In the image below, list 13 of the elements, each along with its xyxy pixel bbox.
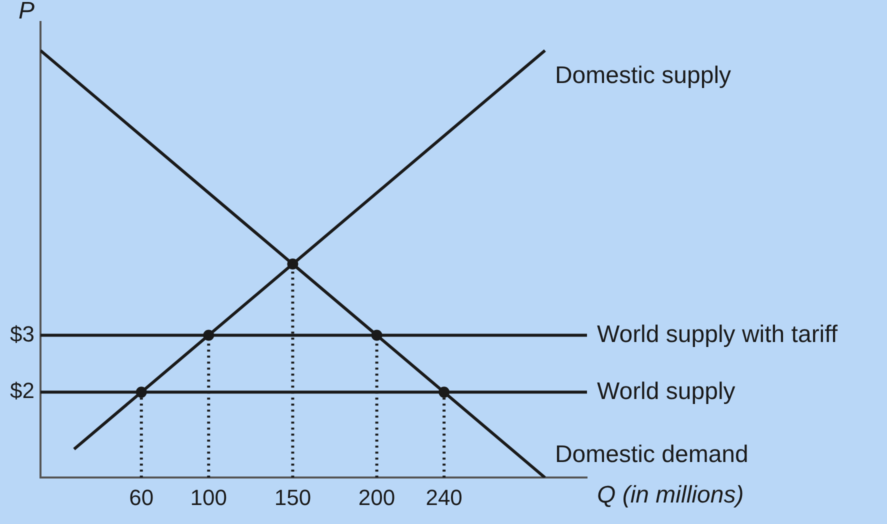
y-tick-label: $2 <box>10 378 34 404</box>
x-tick-label: 240 <box>426 484 462 510</box>
x-tick-label: 150 <box>274 484 312 510</box>
x-tick-label: 200 <box>358 484 396 510</box>
y-tick-label: $3 <box>10 321 34 346</box>
series-label: Domestic demand <box>554 441 748 468</box>
x-axis-title: Q (in millions) <box>597 481 744 508</box>
series-label: Domestic supply <box>554 62 732 90</box>
y-axis-title: P <box>18 0 34 25</box>
series-label: World supply <box>597 378 736 405</box>
x-tick-label: 100 <box>190 484 227 510</box>
series-label: World supply with tariff <box>597 320 838 348</box>
x-tick-label: 60 <box>129 484 154 510</box>
